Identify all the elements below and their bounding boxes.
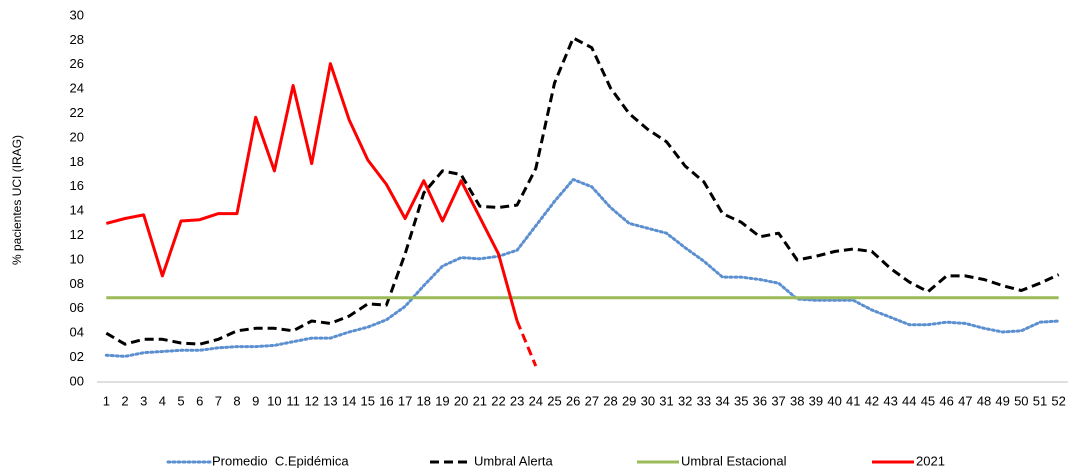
legend-label: Umbral Alerta	[474, 453, 554, 468]
line-series	[515, 320, 538, 367]
x-tick-label: 18	[417, 393, 431, 408]
x-tick-label: 6	[196, 393, 203, 408]
y-tick-label: 08	[70, 276, 84, 291]
x-tick-label: 52	[1051, 393, 1065, 408]
x-tick-label: 12	[305, 393, 319, 408]
x-tick-label: 14	[342, 393, 356, 408]
y-tick-label: 26	[70, 56, 84, 71]
y-tick-label: 04	[70, 325, 84, 340]
x-tick-label: 39	[809, 393, 823, 408]
x-tick-label: 35	[734, 393, 748, 408]
x-tick-label: 44	[902, 393, 916, 408]
x-tick-label: 31	[659, 393, 673, 408]
x-tick-label: 8	[233, 393, 240, 408]
x-tick-label: 25	[547, 393, 561, 408]
x-tick-label: 2	[121, 393, 128, 408]
x-tick-label: 13	[323, 393, 337, 408]
y-tick-label: 10	[70, 251, 84, 266]
x-tick-label: 11	[286, 393, 300, 408]
x-tick-label: 1	[103, 393, 110, 408]
x-tick-label: 41	[846, 393, 860, 408]
line-series	[104, 178, 1061, 358]
legend-label: Promedio C.Epidémica	[212, 453, 349, 468]
x-tick-label: 27	[585, 393, 599, 408]
x-tick-label: 10	[267, 393, 281, 408]
x-tick-label: 48	[977, 393, 991, 408]
x-tick-label: 50	[1014, 393, 1028, 408]
x-tick-label: 45	[921, 393, 935, 408]
x-tick-label: 19	[435, 393, 449, 408]
x-tick-label: 32	[678, 393, 692, 408]
x-tick-label: 33	[697, 393, 711, 408]
y-tick-label: 00	[70, 373, 84, 388]
x-tick-label: 20	[454, 393, 468, 408]
y-tick-label: 18	[70, 154, 84, 169]
y-tick-label: 24	[70, 81, 84, 96]
x-tick-label: 28	[603, 393, 617, 408]
x-tick-label: 30	[641, 393, 655, 408]
y-tick-label: 06	[70, 300, 84, 315]
x-tick-label: 46	[939, 393, 953, 408]
x-tick-label: 21	[473, 393, 487, 408]
y-tick-label: 02	[70, 349, 84, 364]
y-tick-label: 30	[70, 7, 84, 22]
x-tick-label: 4	[159, 393, 166, 408]
y-tick-label: 14	[70, 203, 84, 218]
x-tick-label: 37	[771, 393, 785, 408]
x-tick-label: 7	[215, 393, 222, 408]
x-tick-label: 36	[753, 393, 767, 408]
y-tick-label: 28	[70, 32, 84, 47]
line-series	[105, 62, 519, 322]
x-tick-label: 24	[529, 393, 543, 408]
y-tick-label: 20	[70, 129, 84, 144]
x-tick-label: 22	[491, 393, 505, 408]
x-tick-label: 16	[379, 393, 393, 408]
y-tick-label: 16	[70, 178, 84, 193]
x-tick-label: 3	[140, 393, 147, 408]
x-tick-label: 47	[958, 393, 972, 408]
x-tick-label: 42	[865, 393, 879, 408]
x-tick-label: 17	[398, 393, 412, 408]
x-tick-label: 26	[566, 393, 580, 408]
x-tick-label: 40	[827, 393, 841, 408]
x-tick-label: 5	[177, 393, 184, 408]
x-tick-label: 38	[790, 393, 804, 408]
x-tick-label: 49	[995, 393, 1009, 408]
line-series	[105, 36, 1060, 346]
y-tick-label: 12	[70, 227, 84, 242]
legend-label: 2021	[916, 453, 945, 468]
x-tick-label: 9	[252, 393, 259, 408]
y-axis-label: % pacientes UCI (IRAG)	[10, 135, 24, 265]
legend-label: Umbral Estacional	[681, 453, 787, 468]
x-tick-label: 29	[622, 393, 636, 408]
x-tick-label: 51	[1033, 393, 1047, 408]
y-tick-label: 22	[70, 105, 84, 120]
x-tick-label: 34	[715, 393, 729, 408]
x-tick-label: 23	[510, 393, 524, 408]
x-tick-label: 43	[883, 393, 897, 408]
x-tick-label: 15	[361, 393, 375, 408]
